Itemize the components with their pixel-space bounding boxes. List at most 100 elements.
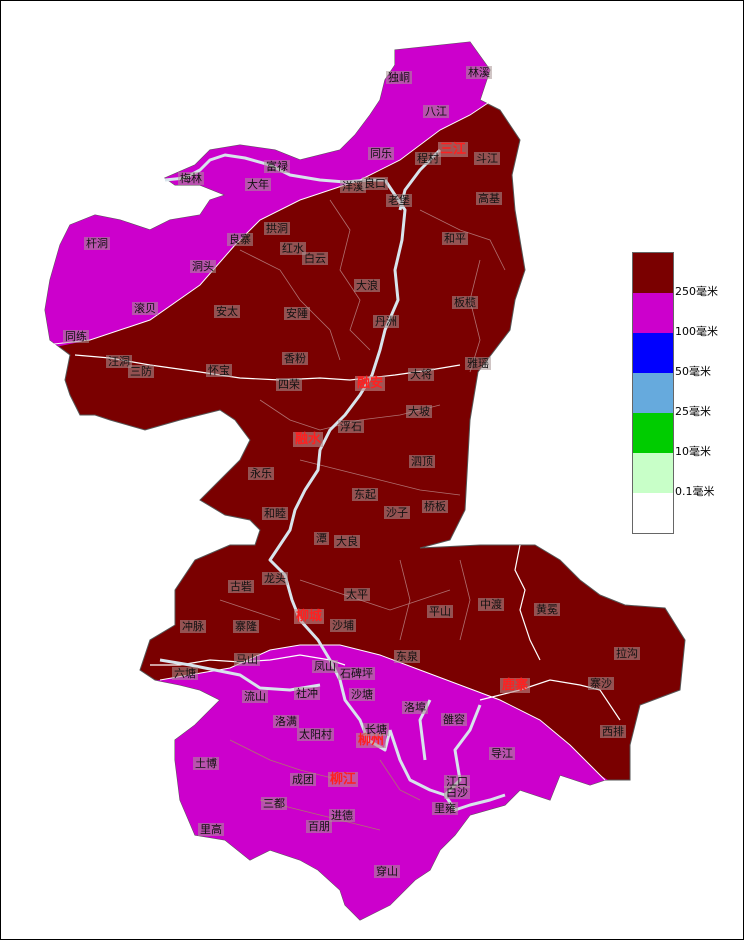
town-label: 沙子 bbox=[384, 506, 410, 519]
town-label: 大将 bbox=[408, 368, 434, 381]
town-label: 拉沟 bbox=[614, 647, 640, 660]
town-label: 百朋 bbox=[306, 820, 332, 833]
town-label: 石碑坪 bbox=[338, 667, 375, 680]
town-label: 独峒 bbox=[386, 71, 412, 84]
town-label: 洛埠 bbox=[402, 701, 428, 714]
town-label: 太阳村 bbox=[297, 728, 334, 741]
legend-label: 100毫米 bbox=[675, 325, 718, 338]
town-label: 穿山 bbox=[374, 865, 400, 878]
city-label-liucheng: 柳城 bbox=[294, 609, 325, 624]
town-label: 高基 bbox=[476, 192, 502, 205]
town-label: 龙头 bbox=[262, 572, 288, 585]
town-label: 良寨 bbox=[227, 233, 253, 246]
town-label: 太平 bbox=[344, 588, 370, 601]
legend-label: 10毫米 bbox=[675, 445, 711, 458]
town-label: 安陲 bbox=[284, 307, 310, 320]
town-label: 平山 bbox=[427, 605, 453, 618]
town-label: 雅瑶 bbox=[465, 357, 491, 370]
town-label: 程村 bbox=[415, 152, 441, 165]
township-boundaries bbox=[219, 199, 506, 831]
town-label: 斗江 bbox=[474, 152, 500, 165]
town-label: 洞头 bbox=[190, 260, 216, 273]
legend-label: 250毫米 bbox=[675, 285, 718, 298]
city-label-liujiang: 柳江 bbox=[328, 772, 359, 787]
town-label: 黄冕 bbox=[534, 603, 560, 616]
legend-swatch-50-100 bbox=[633, 333, 673, 373]
town-label: 潭 bbox=[314, 532, 329, 545]
town-label: 香粉 bbox=[282, 352, 308, 365]
town-label: 沙埔 bbox=[330, 619, 356, 632]
city-label-luzhai: 鹿寨 bbox=[500, 678, 531, 693]
town-label: 流山 bbox=[242, 690, 268, 703]
legend-swatch-25-50 bbox=[633, 373, 673, 413]
town-label: 老堡 bbox=[386, 194, 412, 207]
town-label: 古砦 bbox=[228, 580, 254, 593]
town-label: 雒容 bbox=[441, 713, 467, 726]
city-label-liuzhou: 柳州 bbox=[356, 733, 387, 748]
city-label-rongan: 融安 bbox=[355, 376, 386, 391]
town-label: 大年 bbox=[245, 178, 271, 191]
legend-swatch-250plus bbox=[633, 253, 673, 293]
town-label: 导江 bbox=[489, 747, 515, 760]
town-label: 江口 bbox=[444, 775, 470, 788]
town-label: 怀宝 bbox=[206, 364, 232, 377]
town-label: 白沙 bbox=[444, 786, 470, 799]
town-label: 沙塘 bbox=[349, 688, 375, 701]
town-label: 安太 bbox=[214, 305, 240, 318]
town-label: 大坡 bbox=[406, 405, 432, 418]
legend-swatch-100-250 bbox=[633, 293, 673, 333]
town-label: 富禄 bbox=[264, 160, 290, 173]
town-label: 洛满 bbox=[273, 715, 299, 728]
town-label: 长塘 bbox=[363, 723, 389, 736]
town-label: 冲脉 bbox=[180, 620, 206, 633]
legend-label: 25毫米 bbox=[675, 405, 711, 418]
town-label: 马山 bbox=[234, 653, 260, 666]
legend-swatch-0 bbox=[633, 493, 673, 533]
town-label: 红水 bbox=[280, 242, 306, 255]
town-label: 成团 bbox=[290, 773, 316, 786]
town-label: 三都 bbox=[261, 797, 287, 810]
town-label: 进德 bbox=[329, 809, 355, 822]
town-label: 里高 bbox=[198, 823, 224, 836]
zone-boundary-north bbox=[44, 94, 501, 346]
town-label: 凤山 bbox=[312, 660, 338, 673]
town-label: 同练 bbox=[63, 330, 89, 343]
town-label: 板榄 bbox=[452, 296, 478, 309]
city-label-sanjiang: 三江 bbox=[438, 142, 469, 157]
town-label: 八江 bbox=[423, 105, 449, 118]
town-label: 里雍 bbox=[432, 802, 458, 815]
town-label: 大浪 bbox=[354, 279, 380, 292]
town-label: 丹洲 bbox=[373, 315, 399, 328]
town-label: 白云 bbox=[302, 252, 328, 265]
town-label: 良口 bbox=[362, 177, 388, 190]
town-label: 西排 bbox=[600, 725, 626, 738]
town-label: 泗顶 bbox=[409, 455, 435, 468]
town-label: 浮石 bbox=[338, 420, 364, 433]
town-label: 桥板 bbox=[422, 500, 448, 513]
town-label: 林溪 bbox=[466, 66, 492, 79]
town-label: 四荣 bbox=[276, 378, 302, 391]
town-label: 杆洞 bbox=[84, 237, 110, 250]
town-label: 洋溪 bbox=[340, 180, 366, 193]
town-label: 寨沙 bbox=[588, 677, 614, 690]
town-label: 永乐 bbox=[248, 467, 274, 480]
town-label: 寨隆 bbox=[233, 620, 259, 633]
legend-swatch-10-25 bbox=[633, 413, 673, 453]
county-boundary bbox=[514, 544, 541, 661]
town-label: 和睦 bbox=[262, 507, 288, 520]
town-label: 滚贝 bbox=[132, 302, 158, 315]
town-label: 东泉 bbox=[394, 650, 420, 663]
town-label: 社冲 bbox=[294, 687, 320, 700]
town-label: 土博 bbox=[193, 757, 219, 770]
legend-label: 50毫米 bbox=[675, 365, 711, 378]
legend-swatch-01-10 bbox=[633, 453, 673, 493]
town-label: 大良 bbox=[334, 535, 360, 548]
town-label: 中渡 bbox=[478, 598, 504, 611]
town-label: 和平 bbox=[442, 232, 468, 245]
town-label: 同乐 bbox=[368, 147, 394, 160]
town-label: 六塘 bbox=[172, 667, 198, 680]
town-label: 拱洞 bbox=[264, 222, 290, 235]
town-label: 三防 bbox=[128, 365, 154, 378]
legend bbox=[632, 252, 674, 534]
town-label: 汪洞 bbox=[106, 355, 132, 368]
